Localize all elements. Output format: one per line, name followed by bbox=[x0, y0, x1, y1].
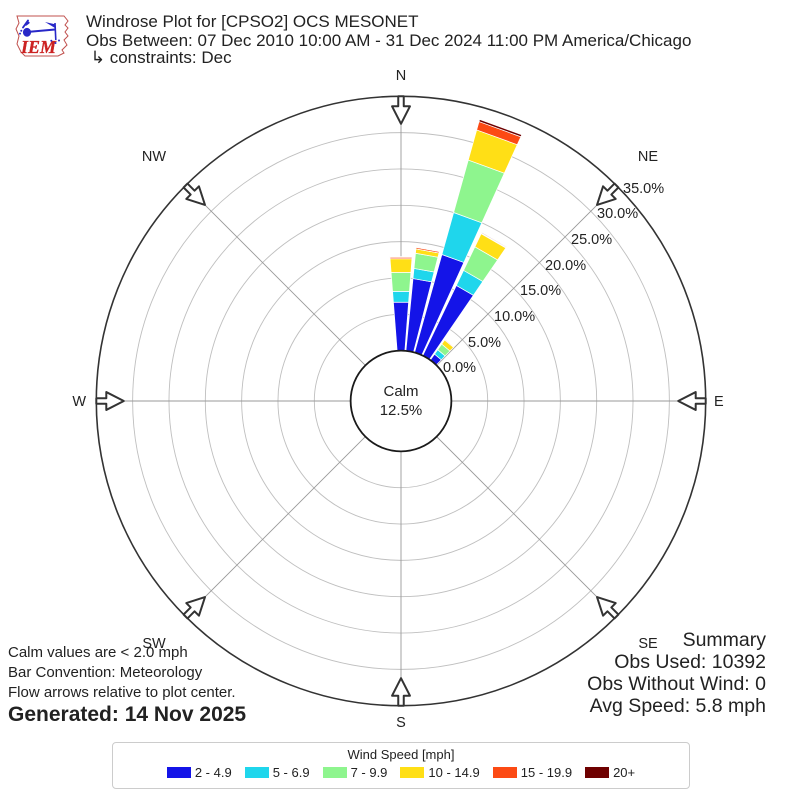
svg-text:N: N bbox=[396, 68, 406, 84]
svg-text:W: W bbox=[72, 394, 86, 410]
svg-text:10.0%: 10.0% bbox=[494, 309, 535, 325]
svg-text:Calm: Calm bbox=[383, 383, 418, 400]
svg-text:35.0%: 35.0% bbox=[623, 181, 664, 197]
svg-text:15.0%: 15.0% bbox=[520, 283, 561, 299]
svg-text:25.0%: 25.0% bbox=[571, 232, 612, 248]
svg-text:5.0%: 5.0% bbox=[468, 335, 501, 351]
svg-text:30.0%: 30.0% bbox=[597, 206, 638, 222]
svg-text:20.0%: 20.0% bbox=[545, 258, 586, 274]
svg-text:0.0%: 0.0% bbox=[443, 360, 476, 376]
svg-text:NW: NW bbox=[142, 149, 166, 165]
svg-text:S: S bbox=[396, 715, 406, 731]
svg-text:NE: NE bbox=[638, 149, 658, 165]
svg-text:12.5%: 12.5% bbox=[380, 402, 423, 419]
svg-text:E: E bbox=[714, 394, 724, 410]
